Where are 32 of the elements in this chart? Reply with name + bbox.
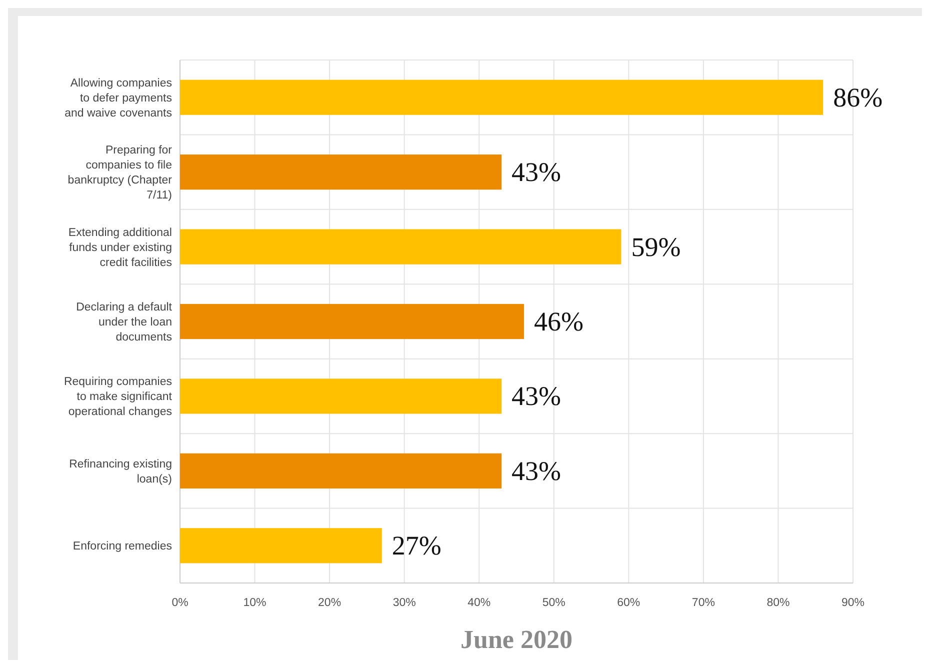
data-label: 46%: [534, 306, 584, 336]
x-tick-label: 60%: [617, 597, 640, 609]
x-tick-label: 90%: [841, 597, 865, 609]
data-label: 27%: [392, 530, 442, 561]
bar: [180, 304, 524, 340]
x-tick-label: 50%: [542, 597, 566, 609]
data-label: 43%: [512, 381, 562, 412]
bar: [180, 154, 502, 190]
x-axis-title: June 2020: [460, 625, 572, 654]
x-tick-label: 10%: [243, 597, 266, 609]
y-tick-label: Enforcing remedies: [72, 540, 172, 553]
bar: [180, 229, 622, 264]
bar: [180, 528, 382, 564]
y-tick-label: Extending additional funds under existing credit facilities: [68, 226, 172, 269]
bar: [180, 80, 824, 115]
data-label: 86%: [833, 82, 883, 112]
x-tick-label: 20%: [318, 597, 342, 609]
y-tick-label: Requiring companies to make significant operational changes: [64, 376, 173, 418]
x-tick-label: 30%: [392, 597, 416, 609]
data-label: 43%: [512, 456, 562, 486]
y-tick-label: Declaring a default under the loan documents: [76, 302, 173, 344]
y-tick-label: Refinancing existing loan(s): [69, 458, 172, 486]
y-tick-label: Allowing companies to defer payments and waive covenants: [64, 77, 172, 120]
data-label: 59%: [631, 232, 681, 262]
bar: [180, 453, 502, 488]
data-label: 43%: [512, 157, 562, 188]
x-tick-label: 0%: [172, 597, 188, 609]
x-tick-label: 40%: [468, 597, 491, 609]
x-tick-label: 70%: [692, 597, 715, 609]
bar: [180, 378, 502, 414]
y-tick-label: Preparing for companies to file bankruptcy (Chapter 7/11): [68, 144, 172, 202]
x-tick-label: 80%: [766, 597, 790, 609]
